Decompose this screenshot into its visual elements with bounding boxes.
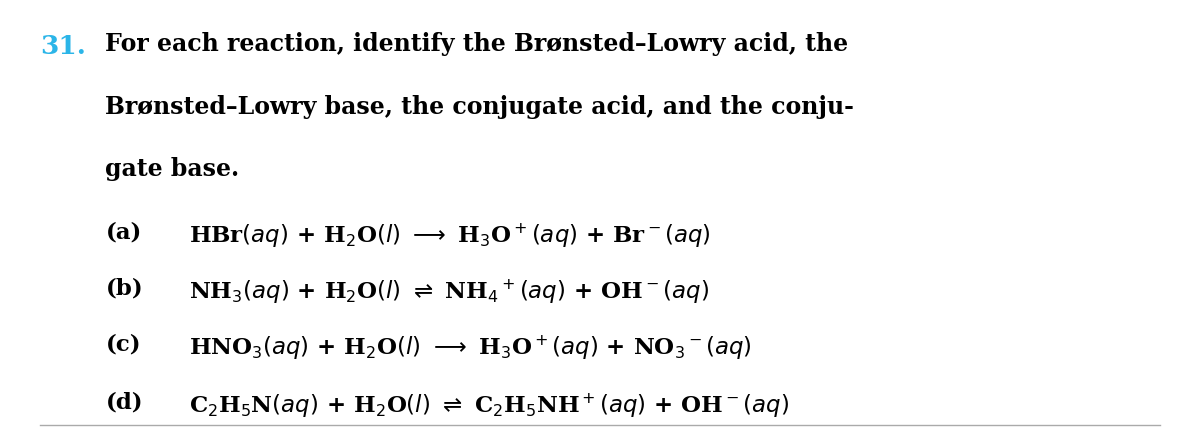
- Text: For each reaction, identify the Brønsted–Lowry acid, the: For each reaction, identify the Brønsted…: [106, 32, 848, 56]
- Text: C$_2$H$_5$N$(aq)$ + H$_2$O$(l)$ $\rightleftharpoons$ C$_2$H$_5$NH$^+$$(aq)$ + OH: C$_2$H$_5$N$(aq)$ + H$_2$O$(l)$ $\rightl…: [188, 391, 788, 420]
- Text: HBr$(aq)$ + H$_2$O$(l)$ $\longrightarrow$ H$_3$O$^+$$(aq)$ + Br$^-$$(aq)$: HBr$(aq)$ + H$_2$O$(l)$ $\longrightarrow…: [188, 221, 710, 250]
- Text: (d): (d): [106, 391, 143, 413]
- Text: NH$_3$$(aq)$ + H$_2$O$(l)$ $\rightleftharpoons$ NH$_4$$^+$$(aq)$ + OH$^-$$(aq)$: NH$_3$$(aq)$ + H$_2$O$(l)$ $\rightleftha…: [188, 277, 709, 306]
- Text: 31.: 31.: [40, 34, 85, 59]
- Text: HNO$_3$$(aq)$ + H$_2$O$(l)$ $\longrightarrow$ H$_3$O$^+$$(aq)$ + NO$_3$$^-$$(aq): HNO$_3$$(aq)$ + H$_2$O$(l)$ $\longrighta…: [188, 333, 751, 361]
- Text: (b): (b): [106, 277, 143, 299]
- Text: Brønsted–Lowry base, the conjugate acid, and the conju-: Brønsted–Lowry base, the conjugate acid,…: [106, 95, 854, 118]
- Text: (c): (c): [106, 333, 140, 355]
- Text: (a): (a): [106, 221, 142, 243]
- Text: gate base.: gate base.: [106, 157, 240, 180]
